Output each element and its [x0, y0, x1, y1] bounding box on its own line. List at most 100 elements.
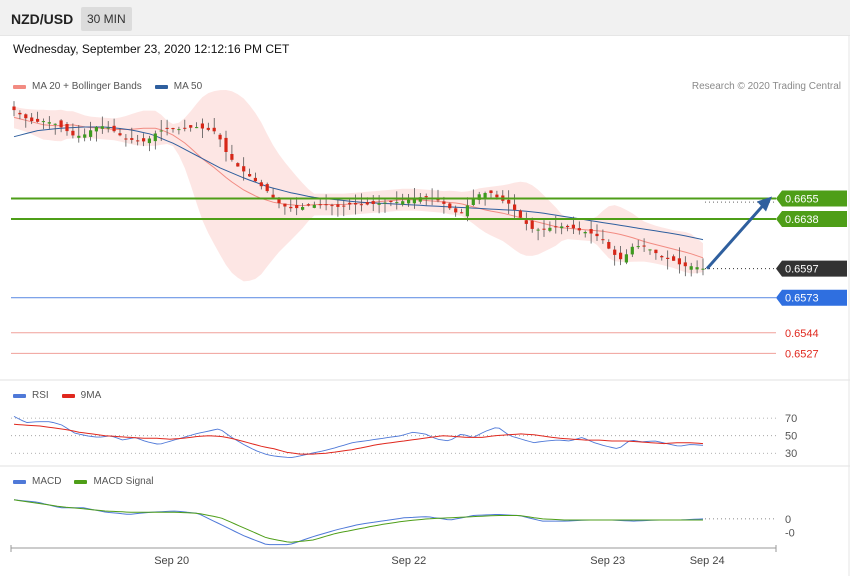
candle-body — [383, 202, 387, 204]
rsi-tick-label: 70 — [785, 413, 797, 425]
candle-body — [177, 129, 181, 131]
top-bar: NZD/USD 30 MIN — [0, 0, 850, 36]
candle-body — [589, 229, 593, 234]
candle-body — [630, 246, 634, 255]
candle-body — [342, 205, 346, 207]
candle-body — [218, 134, 222, 140]
candle-body — [324, 204, 328, 206]
rsi-legend-label: RSI — [32, 390, 49, 401]
candle-body — [165, 127, 169, 129]
candle-body — [230, 154, 234, 160]
level-tag — [776, 190, 847, 207]
pair-title: NZD/USD — [11, 11, 74, 27]
candle-body — [265, 184, 269, 192]
candle-body — [18, 112, 22, 115]
macd-tick-label: -0 — [785, 527, 795, 539]
candle-body — [654, 249, 658, 254]
macd-swatch — [13, 479, 26, 484]
candle-body — [200, 123, 204, 129]
candle-body — [136, 140, 140, 142]
candle-body — [660, 256, 664, 258]
rsi-ma-legend-label: 9MA — [80, 390, 102, 401]
ma20-legend-label: MA 20 + Bollinger Bands — [32, 81, 142, 92]
x-tick-label: Sep 24 — [690, 555, 725, 567]
timeframe-button[interactable]: 30 MIN — [81, 7, 132, 31]
candle-body — [442, 201, 446, 204]
candle-body — [412, 198, 416, 204]
rsi-legend: RSI 9MA — [13, 390, 114, 401]
candle-body — [24, 114, 28, 119]
candle-body — [465, 205, 469, 217]
ma50-swatch — [154, 84, 168, 89]
candle-body — [365, 202, 369, 205]
candle-body — [624, 254, 628, 263]
candle-body — [318, 204, 322, 206]
candle-body — [212, 127, 216, 132]
candle-body — [94, 126, 98, 132]
ma50-line — [13, 126, 704, 241]
level-label: 0.6597 — [785, 264, 819, 276]
candle-body — [401, 201, 405, 205]
x-tick-label: Sep 23 — [590, 555, 625, 567]
level-tag — [776, 260, 847, 277]
macd-signal-swatch — [74, 479, 88, 484]
candle-body — [171, 128, 175, 130]
level-label: 0.6544 — [785, 328, 819, 340]
candle-body — [489, 190, 493, 193]
candle-body — [277, 198, 281, 203]
candle-body — [30, 117, 34, 121]
candle-body — [83, 134, 87, 138]
candle-body — [47, 122, 51, 124]
candle-body — [583, 232, 587, 234]
macd-signal-line — [13, 499, 703, 543]
candle-body — [259, 182, 263, 187]
candle-body — [359, 204, 363, 206]
candle-body — [601, 239, 605, 241]
candle-body — [348, 202, 352, 205]
macd-signal-legend-label: MACD Signal — [93, 476, 154, 487]
candle-body — [460, 212, 464, 214]
candle-body — [483, 193, 487, 198]
macd-line — [13, 499, 704, 546]
candle-body — [195, 127, 199, 129]
rsi-ma-line — [13, 423, 704, 455]
candle-body — [106, 127, 110, 129]
candle-body — [248, 174, 252, 177]
candle-body — [224, 137, 228, 152]
candle-body — [495, 194, 499, 198]
candle-body — [118, 133, 122, 136]
candle-body — [530, 220, 534, 229]
candle-body — [130, 138, 134, 140]
candle-body — [142, 138, 146, 142]
candle-body — [513, 204, 517, 210]
candle-body — [189, 125, 193, 128]
candle-body — [507, 199, 511, 204]
candle-body — [689, 266, 693, 270]
candle-body — [477, 194, 481, 200]
candle-body — [571, 224, 575, 229]
candle-body — [683, 262, 687, 267]
ma20-swatch — [13, 84, 26, 89]
candle-body — [89, 130, 93, 137]
rsi-tick-label: 50 — [785, 431, 797, 443]
candle-body — [542, 228, 546, 230]
candle-body — [183, 127, 187, 129]
level-label: 0.6655 — [785, 193, 819, 205]
candle-body — [636, 246, 640, 248]
candle-body — [236, 163, 240, 167]
credit-text: Research © 2020 Trading Central — [691, 81, 841, 92]
candle-body — [306, 204, 310, 206]
candle-body — [607, 242, 611, 249]
candle-body — [524, 220, 528, 224]
macd-legend-label: MACD — [32, 476, 62, 487]
macd-legend: MACD MACD Signal — [13, 476, 166, 487]
candle-body — [395, 202, 399, 204]
candle-body — [53, 123, 57, 125]
candle-body — [289, 206, 293, 209]
candle-body — [595, 233, 599, 237]
level-label: 0.6638 — [785, 214, 819, 226]
forecast-arrow-head — [757, 196, 772, 212]
candle-body — [159, 130, 163, 132]
candle-body — [407, 199, 411, 204]
